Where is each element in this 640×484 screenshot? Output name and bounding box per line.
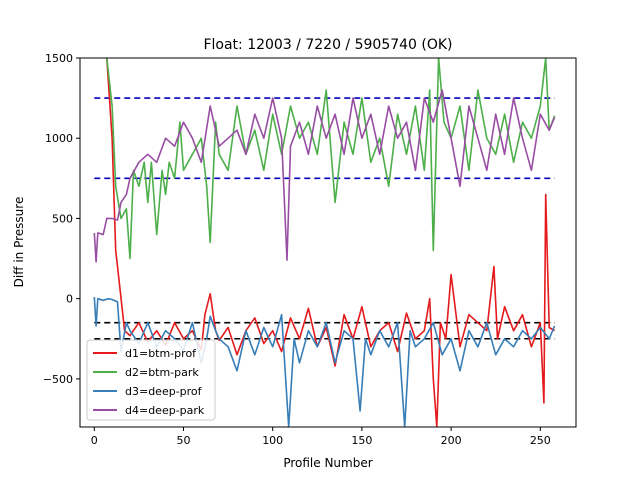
plot-frame [79,57,577,428]
legend: d1=btm-prof d2=btm-park d3=deep-prof d4=dee… [86,339,216,421]
y-tick-label: 500 [52,212,73,225]
series-line-2 [106,58,556,260]
y-tick-label: −500 [43,373,73,386]
series-line-1 [106,58,556,427]
legend-entry: d3=deep-prof [125,385,203,398]
series-line-4 [93,89,556,263]
legend-entry: d4=deep-park [125,404,205,417]
y-tick-label: 0 [66,293,73,306]
legend-box [86,339,216,421]
chart-title: Float: 12003 / 7220 / 5905740 (OK) [203,37,452,53]
y-tick-label: 1500 [45,52,73,65]
x-axis-label: Profile Number [283,456,372,470]
legend-entry: d2=btm-park [125,366,199,379]
y-tick-label: 1000 [45,132,73,145]
x-tick-label: 250 [530,434,551,447]
legend-entry: d1=btm-prof [125,347,197,360]
x-tick-label: 200 [441,434,462,447]
series-line-3 [93,296,556,427]
series-layer [93,58,556,427]
x-tick-label: 0 [91,434,98,447]
x-tick-label: 50 [176,434,190,447]
x-tick-label: 150 [351,434,372,447]
y-axis-label: Diff in Pressure [12,197,26,288]
axis-ticks: 0 50 100 150 200 250 −500 0 500 1000 1500 [43,52,551,447]
x-tick-label: 100 [262,434,283,447]
